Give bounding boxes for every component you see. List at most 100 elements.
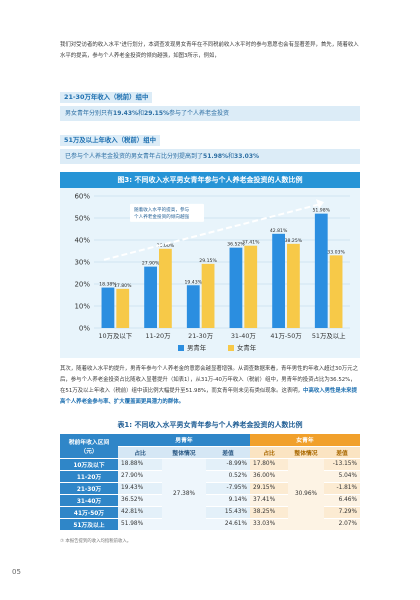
male-diff: -8.99% xyxy=(206,458,250,471)
table-row: 21-30万 19.43% -7.95% 29.15% -1.81% xyxy=(60,482,360,495)
bar-male xyxy=(229,247,243,328)
table-row: 51万及以上 51.98% 24.61% 33.03% 2.07% xyxy=(60,518,360,531)
callout-text: 参与了个人养老金投资 xyxy=(169,110,230,117)
male-diff: 15.43% xyxy=(206,506,250,519)
trend-arrow-head xyxy=(316,199,324,209)
bar-female xyxy=(201,263,215,328)
row-category: 51万及以上 xyxy=(60,518,118,531)
x-tick-label: 51万及以上 xyxy=(312,331,346,340)
data-label: 33.03% xyxy=(327,249,345,255)
analysis-text: 其次，随着收入水平的提升，男青年参与个人养老金的意愿会越显著增强。从调查数据来看… xyxy=(60,366,358,394)
row-category: 21-30万 xyxy=(60,482,118,495)
callout-21-30: 21-30万年收入（税前）组中 男女青年分别只有19.43%和29.15%参与了… xyxy=(60,84,360,121)
female-overall: 30.96% xyxy=(288,458,324,531)
table-row: 31-40万 36.52% 9.14% 37.41% 6.46% xyxy=(60,494,360,507)
row-category: 11-20万 xyxy=(60,470,118,483)
subheader-share: 占比 xyxy=(250,446,288,459)
female-share: 17.80% xyxy=(250,458,288,471)
figure-3: 图3: 不同收入水平男女青年参与个人养老金投资的人数比例 0% 10% 20% 30%… xyxy=(60,172,360,358)
callout-text: 已参与个人养老金投资的男女青年占比分别提高到了 xyxy=(65,153,204,160)
callout-text: 男女青年分别只有 xyxy=(65,110,114,117)
data-label: 17.80% xyxy=(114,283,132,289)
male-diff: 24.61% xyxy=(206,518,250,531)
header-male: 男青年 xyxy=(118,434,250,447)
data-label: 18.38% xyxy=(99,282,117,288)
male-share: 19.43% xyxy=(118,482,162,495)
bar-female xyxy=(159,248,172,328)
bar-female xyxy=(244,245,258,328)
annotation-text: 随着收入水平的提高，参与 xyxy=(134,206,190,213)
legend-swatch xyxy=(178,345,184,351)
y-tick-label: 40% xyxy=(74,237,90,245)
male-share: 27.90% xyxy=(118,470,162,483)
female-share: 37.41% xyxy=(250,494,288,507)
callout-value: 33.03% xyxy=(234,153,260,160)
footnote: ⑦ 本报告提到的收入均指税前收入。 xyxy=(60,539,132,544)
x-tick-label: 10万及以下 xyxy=(98,332,132,340)
table-row: 10万及以下 18.88% 27.38% -8.99% 17.80% 30.96… xyxy=(60,458,360,531)
data-label: 38.25% xyxy=(285,238,303,244)
male-diff: 0.52% xyxy=(206,470,250,483)
callout-51-plus: 51万及以上年收入（税前）组中 已参与个人养老金投资的男女青年占比分别提高到了5… xyxy=(60,127,360,164)
data-label: 37.41% xyxy=(242,240,260,246)
bar-female xyxy=(287,243,300,328)
bar-male xyxy=(101,287,115,328)
callout-value: 29.15% xyxy=(144,110,170,117)
bar-male xyxy=(314,213,328,328)
callout-text: 和 xyxy=(138,110,145,117)
male-share: 36.52% xyxy=(118,494,162,507)
data-label: 36.00% xyxy=(157,243,175,249)
header-female: 女青年 xyxy=(250,434,360,447)
bar-female xyxy=(329,255,343,328)
table-row: 41万-50万 42.81% 15.43% 38.25% 7.29% xyxy=(60,506,360,519)
intro-paragraph: 我们对受访者的收入水平⁷进行划分，本调查发现男女青年在不同税前收入水平时的参与意… xyxy=(60,42,359,59)
callout-value: 19.43% xyxy=(113,110,139,117)
legend-label: 女青年 xyxy=(237,343,257,352)
figure-title: 图3: 不同收入水平男女青年参与个人养老金投资的人数比例 xyxy=(60,172,360,188)
table-row: 11-20万 27.90% 0.52% 36.00% 5.04% xyxy=(60,470,360,483)
y-tick-label: 20% xyxy=(74,281,90,289)
subheader-overall: 整体情况 xyxy=(288,446,324,459)
x-tick-label: 31-40万 xyxy=(231,332,256,340)
x-tick-label: 21-30万 xyxy=(188,332,213,340)
legend-swatch xyxy=(228,345,234,351)
callout-title: 51万及以上年收入（税前）组中 xyxy=(60,135,160,146)
subheader-share: 占比 xyxy=(118,446,162,459)
callout-value: 51.98% xyxy=(203,153,229,160)
male-diff: -7.95% xyxy=(206,482,250,495)
y-tick-label: 30% xyxy=(74,259,90,267)
income-table: 税前年收入区间（元） 男青年 女青年 占比 整体情况 差值 占比 整体情况 差值… xyxy=(60,434,360,531)
callout-text: 和 xyxy=(228,153,235,160)
legend-label: 男青年 xyxy=(187,343,207,352)
analysis-paragraph: 其次，随着收入水平的提升，男青年参与个人养老金的意愿会越显著增强。从调查数据来看… xyxy=(60,364,360,408)
bar-male xyxy=(272,233,285,328)
data-label: 19.43% xyxy=(185,279,203,285)
subheader-diff: 差值 xyxy=(206,446,250,459)
analysis-emphasis: 中高收入男性是未来提高个人养老金参与率、扩大覆盖面更具潜力的群体。 xyxy=(60,388,357,405)
male-diff: 9.14% xyxy=(206,494,250,507)
data-label: 36.52% xyxy=(227,242,245,248)
bar-chart: 0% 10% 20% 30% 40% 50% 60% 18.38%17.80% 10万及以下 27… xyxy=(74,193,350,352)
table-title: 表1: 不同收入水平男女青年参与个人养老金投资的人数比例 xyxy=(117,421,303,429)
female-diff: 7.29% xyxy=(324,506,360,519)
bar-male xyxy=(144,266,157,328)
bar-male xyxy=(186,285,200,328)
male-overall: 27.38% xyxy=(162,458,206,531)
y-tick-label: 60% xyxy=(74,193,90,201)
header-income-range: 税前年收入区间（元） xyxy=(60,434,118,459)
callout-title: 21-30万年收入（税前）组中 xyxy=(60,92,153,103)
female-diff: -13.15% xyxy=(324,458,360,471)
trend-arrow xyxy=(103,202,323,261)
female-diff: -1.81% xyxy=(324,482,360,495)
female-share: 36.00% xyxy=(250,470,288,483)
female-diff: 5.04% xyxy=(324,470,360,483)
annotation-box xyxy=(130,203,204,222)
female-share: 33.03% xyxy=(250,518,288,531)
callout-body: 已参与个人养老金投资的男女青年占比分别提高到了51.98%和33.03% xyxy=(60,149,360,164)
x-tick-label: 41万-50万 xyxy=(270,332,301,340)
row-category: 10万及以下 xyxy=(60,458,118,471)
y-tick-label: 0% xyxy=(79,325,90,333)
male-share: 51.98% xyxy=(118,518,162,531)
callout-body: 男女青年分别只有19.43%和29.15%参与了个人养老金投资 xyxy=(60,106,360,121)
